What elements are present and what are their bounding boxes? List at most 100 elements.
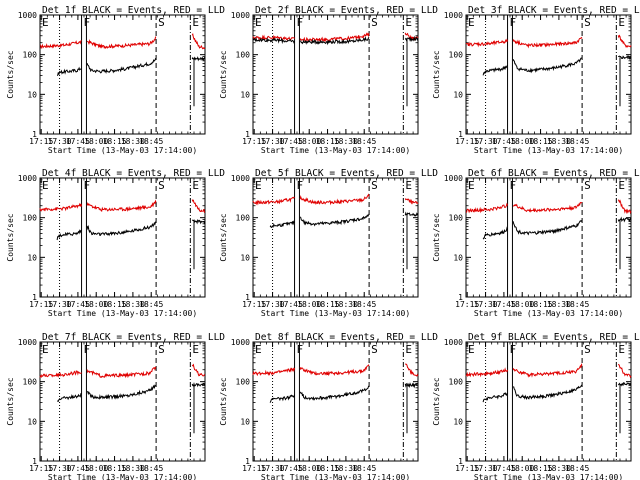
marker-label-e: E [255, 16, 262, 29]
x-tick-label: 17:45 [66, 137, 90, 146]
y-axis-label: Counts/sec [219, 213, 228, 261]
x-tick-label: 17:15 [242, 137, 266, 146]
x-tick-label: 17:30 [48, 464, 72, 473]
y-tick-label: 1000 [18, 11, 37, 20]
lld-series-segment [404, 363, 419, 377]
x-tick-label: 18:15 [316, 300, 340, 309]
y-axis-label: Counts/sec [219, 50, 228, 98]
y-tick-label: 1000 [231, 174, 250, 183]
y-tick-label: 10 [453, 417, 463, 426]
x-tick-label: 18:00 [510, 137, 534, 146]
lld-series-segment [252, 196, 295, 206]
x-tick-label: 18:15 [103, 464, 127, 473]
x-tick-label: 18:00 [84, 137, 108, 146]
y-tick-label: 100 [449, 214, 464, 223]
x-axis-label: Start Time (13-May-03 17:14:00) [474, 146, 623, 155]
x-tick-label: 18:45 [565, 300, 589, 309]
marker-label-f: F [84, 343, 91, 356]
lld-series-segment [39, 202, 83, 212]
x-tick-label: 18:15 [529, 300, 553, 309]
y-tick-label: 10 [240, 417, 250, 426]
lld-series-segment [299, 364, 370, 377]
y-tick-label: 10 [240, 90, 250, 99]
marker-label-e: E [405, 16, 412, 29]
y-tick-label: 100 [236, 214, 251, 223]
y-tick-label: 1 [245, 130, 250, 139]
y-axis-label: Counts/sec [432, 50, 441, 98]
y-tick-label: 1 [32, 457, 37, 466]
y-axis-label: Counts/sec [219, 377, 228, 425]
lld-series-segment [465, 367, 509, 378]
marker-label-e: E [618, 16, 625, 29]
x-tick-label: 17:15 [455, 137, 479, 146]
lld-series-segment [39, 370, 82, 379]
x-tick-label: 18:30 [334, 137, 358, 146]
marker-label-f: F [510, 16, 517, 29]
x-tick-label: 18:15 [316, 464, 340, 473]
y-tick-label: 10 [27, 417, 37, 426]
marker-label-e: E [468, 343, 475, 356]
lld-series-segment [512, 36, 583, 49]
y-tick-label: 100 [449, 378, 464, 387]
x-tick-label: 18:00 [510, 464, 534, 473]
marker-label-f: F [297, 16, 304, 29]
y-tick-label: 1 [458, 293, 463, 302]
plot-frame [39, 177, 206, 298]
marker-label-s: S [584, 179, 591, 192]
x-tick-label: 18:45 [139, 300, 163, 309]
marker-label-s: S [584, 343, 591, 356]
marker-label-s: S [371, 179, 378, 192]
lld-series-segment [252, 34, 295, 41]
lld-series-segment [191, 363, 206, 377]
lld-series-segment [513, 201, 583, 213]
x-tick-label: 18:30 [334, 464, 358, 473]
panel-title: Det 5f BLACK = Events, RED = LLD [255, 168, 438, 179]
panel-det-3: Det 3f BLACK = Events, RED = LLD 1 10 100 10… [432, 5, 640, 155]
marker-label-e: E [192, 179, 199, 192]
events-series-segment [512, 57, 583, 74]
panel-det-7: Det 7f BLACK = Events, RED = LLD 1 10 100 10… [6, 332, 225, 480]
x-axis-label: Start Time (13-May-03 17:14:00) [261, 309, 410, 318]
x-tick-label: 17:15 [455, 464, 479, 473]
plot-frame [252, 177, 419, 298]
events-series-segment [404, 35, 419, 42]
panel-det-6: Det 6f BLACK = Events, RED = LLD 1 10 100 10… [432, 168, 640, 318]
marker-label-s: S [158, 179, 165, 192]
lld-series-segment [86, 36, 157, 50]
events-series-segment [512, 384, 583, 401]
x-tick-label: 18:00 [84, 464, 108, 473]
x-tick-label: 18:45 [352, 300, 376, 309]
x-tick-label: 18:30 [121, 137, 145, 146]
marker-label-s: S [158, 16, 165, 29]
y-tick-label: 100 [23, 51, 38, 60]
plot-frame [39, 14, 206, 135]
y-tick-label: 10 [27, 253, 37, 262]
y-tick-label: 1000 [18, 338, 37, 347]
panel-det-1: Det 1f BLACK = Events, RED = LLD 1 10 100 10… [6, 5, 225, 155]
plot-frame [252, 341, 419, 462]
x-tick-label: 17:15 [242, 300, 266, 309]
x-axis-label: Start Time (13-May-03 17:14:00) [48, 473, 197, 480]
panel-title: Det 3f BLACK = Events, RED = LLD [468, 5, 640, 16]
events-series-segment [617, 55, 632, 61]
x-tick-label: 18:45 [352, 464, 376, 473]
marker-label-e: E [42, 16, 49, 29]
marker-label-e: E [405, 343, 412, 356]
y-tick-label: 1 [458, 130, 463, 139]
x-tick-label: 17:45 [279, 464, 303, 473]
y-axis-label: Counts/sec [6, 213, 15, 261]
y-tick-label: 1 [458, 457, 463, 466]
marker-label-f: F [510, 179, 517, 192]
x-tick-label: 18:00 [297, 464, 321, 473]
panel-det-2: Det 2f BLACK = Events, RED = LLD 1 10 100 10… [219, 5, 438, 155]
x-tick-label: 17:15 [29, 464, 53, 473]
x-tick-label: 18:15 [103, 137, 127, 146]
x-tick-label: 18:00 [297, 300, 321, 309]
x-tick-label: 17:15 [29, 137, 53, 146]
marker-label-e: E [468, 16, 475, 29]
x-tick-label: 18:15 [316, 137, 340, 146]
y-axis-label: Counts/sec [432, 377, 441, 425]
lld-series-segment [86, 199, 157, 212]
lld-series-segment [299, 32, 370, 43]
lld-series-segment [618, 363, 632, 379]
